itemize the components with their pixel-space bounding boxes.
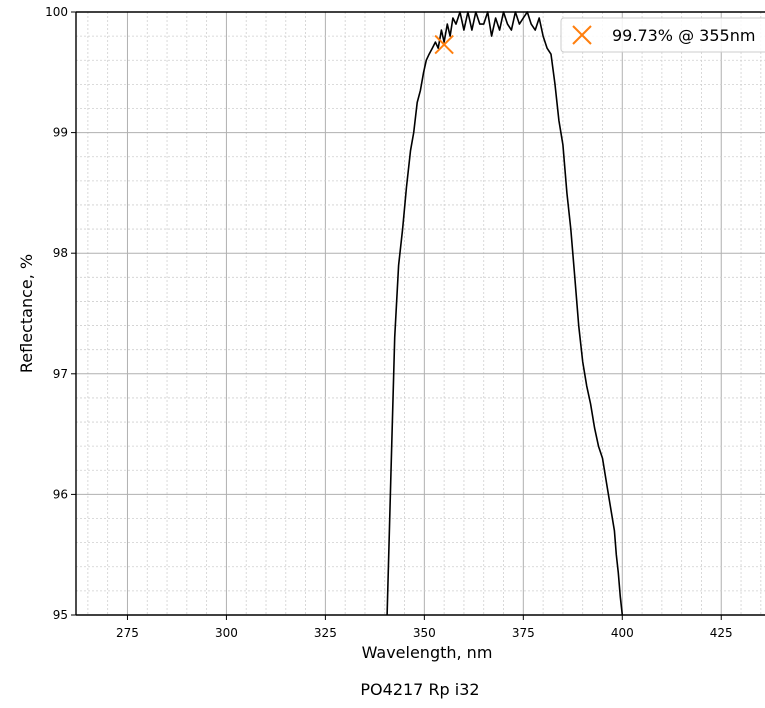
x-tick-label: 400: [611, 626, 634, 640]
y-tick-label: 97: [53, 367, 68, 381]
x-tick-label: 425: [710, 626, 733, 640]
legend: 99.73% @ 355nm: [560, 17, 765, 53]
reflectance-curve: [386, 11, 624, 616]
x-tick-label: 300: [215, 626, 238, 640]
marker-x-stroke: [434, 34, 454, 55]
axes: [75, 11, 765, 616]
data-series-line: [386, 11, 624, 616]
x-axis-label: Wavelength, nm: [362, 643, 493, 662]
ticks: 2753003253503754004254509596979899100: [45, 5, 733, 640]
y-tick-label: 98: [53, 246, 68, 260]
y-tick-label: 100: [45, 5, 68, 19]
legend-label: 99.73% @ 355nm: [612, 26, 755, 45]
y-tick-label: 95: [53, 608, 68, 622]
x-tick-label: 325: [314, 626, 337, 640]
x-tick-label: 350: [413, 626, 436, 640]
y-tick-label: 99: [53, 126, 68, 140]
legend-x-stroke: [572, 25, 592, 45]
x-tick-label: 275: [116, 626, 139, 640]
grid: [76, 11, 765, 616]
figure-caption: PO4217 Rp i32: [360, 680, 480, 699]
legend-marker-icon: [572, 25, 592, 45]
marker-layer: [434, 34, 454, 55]
legend-box: [560, 17, 765, 53]
x-tick-label: 375: [512, 626, 535, 640]
y-axis-label: Reflectance, %: [17, 254, 36, 373]
y-tick-label: 96: [53, 487, 68, 501]
reflectance-chart: 2753003253503754004254509596979899100 Wa…: [17, 5, 765, 662]
